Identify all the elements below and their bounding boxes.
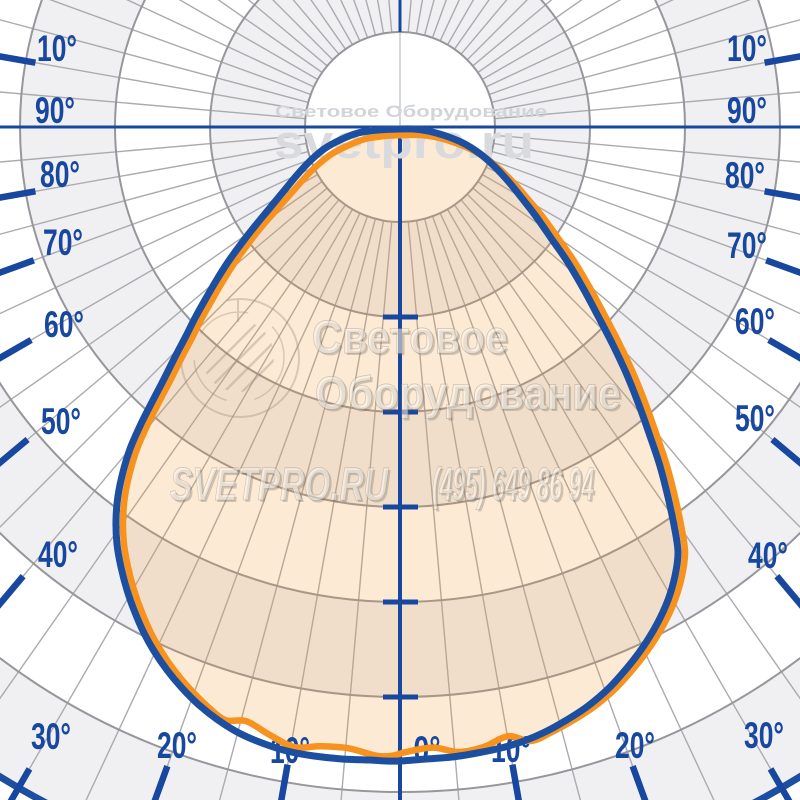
ray-gridline bbox=[154, 216, 369, 800]
angle-edge-tick bbox=[0, 337, 33, 362]
logo-inner-ring bbox=[193, 311, 285, 403]
ray-gridline bbox=[0, 204, 347, 700]
ray-gridline bbox=[0, 187, 328, 464]
ray-gridline bbox=[489, 0, 751, 96]
ray-gridline bbox=[423, 218, 582, 800]
angle-label: 60° bbox=[735, 301, 775, 342]
angle-edge-tick bbox=[765, 257, 800, 277]
ray-gridline bbox=[485, 166, 800, 315]
angle-label: 20° bbox=[157, 725, 197, 766]
angle-label: 90° bbox=[727, 90, 767, 131]
watermark-bottom-site: SVETPRO.RU bbox=[170, 458, 389, 510]
ray-gridline bbox=[494, 134, 800, 163]
ray-gridline bbox=[489, 158, 800, 274]
watermark-phone-shadow: (495) 649 86 94 bbox=[434, 460, 596, 512]
angle-label: 20° bbox=[615, 725, 655, 766]
watermark-big-line2-shadow: Оборудование bbox=[317, 369, 623, 421]
watermark-top-text: Световое Оборудование bbox=[275, 102, 547, 121]
angle-edge-tick bbox=[763, 188, 800, 201]
angle-label: 80° bbox=[40, 154, 80, 195]
angle-edge-tick bbox=[278, 763, 291, 800]
angle-edge-tick bbox=[509, 763, 522, 800]
ray-gridline bbox=[0, 173, 319, 359]
ray-gridline bbox=[485, 0, 675, 88]
ray-gridline bbox=[453, 204, 800, 700]
ray-gridline bbox=[493, 55, 800, 112]
ray-gridline bbox=[439, 212, 715, 800]
ray-gridline bbox=[0, 55, 307, 112]
angle-label: 40° bbox=[38, 534, 78, 575]
angle-edge-tick bbox=[151, 765, 171, 800]
ray-gridline bbox=[407, 221, 460, 800]
vertical-axis-and-dashes bbox=[383, 127, 418, 800]
ray-gridline bbox=[0, 150, 309, 235]
ray-gridline bbox=[125, 0, 315, 88]
intensity-curves bbox=[112, 125, 689, 765]
angle-edge-tick bbox=[0, 437, 30, 467]
orange-intensity-curve bbox=[119, 131, 689, 760]
angle-label: 10° bbox=[727, 28, 767, 69]
angle-edge-tick bbox=[767, 337, 800, 362]
ray-gridline bbox=[0, 19, 309, 104]
ray-gridline bbox=[494, 91, 800, 120]
ray-gridline bbox=[0, 193, 334, 528]
ray-gridline bbox=[0, 158, 311, 274]
angle-label: 50° bbox=[41, 401, 81, 442]
ray-gridline bbox=[10, 208, 354, 800]
ray-gridline bbox=[0, 134, 306, 163]
ray-gridline bbox=[0, 180, 323, 408]
ray-gridline bbox=[0, 166, 315, 315]
angle-label: 60° bbox=[44, 304, 84, 345]
angle-label: 70° bbox=[43, 222, 83, 263]
angle-edge-tick bbox=[7, 767, 33, 800]
watermark-bottom-site-shadow: SVETPRO.RU bbox=[172, 460, 391, 512]
ray-gridline bbox=[340, 221, 393, 800]
ray-gridline bbox=[460, 199, 800, 605]
ray-gridline bbox=[491, 150, 800, 235]
watermark-phone: (495) 649 86 94 bbox=[432, 458, 594, 510]
angle-label: 50° bbox=[735, 398, 775, 439]
ray-gridline bbox=[0, 142, 307, 199]
angle-edge-tick bbox=[770, 437, 800, 467]
edge-ticks bbox=[0, 53, 800, 800]
ray-gridline bbox=[49, 0, 311, 96]
angle-edge-tick bbox=[0, 53, 37, 66]
ray-gridline bbox=[493, 142, 800, 199]
angle-edge-tick bbox=[629, 765, 649, 800]
ray-gridline bbox=[446, 208, 790, 800]
watermark-big-line1-shadow: Световое bbox=[314, 313, 510, 365]
ray-gridline bbox=[472, 187, 800, 464]
blue-intensity-curve bbox=[112, 125, 682, 765]
ray-gridline bbox=[0, 199, 340, 605]
angle-label: 90° bbox=[35, 90, 75, 131]
angle-edge-tick bbox=[774, 574, 800, 609]
angle-label: 30° bbox=[744, 715, 784, 756]
ray-gridline bbox=[466, 193, 800, 528]
watermark-big-line1: Световое bbox=[312, 311, 508, 363]
angle-edge-tick bbox=[0, 257, 35, 277]
angle-label: 80° bbox=[725, 155, 765, 196]
angle-edge-tick bbox=[763, 53, 800, 66]
angle-label: 70° bbox=[727, 225, 767, 266]
angle-edge-tick bbox=[0, 574, 26, 609]
ray-gridline bbox=[85, 212, 361, 800]
angle-label: 10° bbox=[37, 28, 77, 69]
angle-label: 30° bbox=[31, 716, 71, 757]
ray-gridline bbox=[481, 173, 800, 359]
angle-edge-tick bbox=[767, 767, 793, 800]
ray-gridline bbox=[477, 180, 800, 408]
angle-label: 40° bbox=[748, 535, 788, 576]
ray-gridline bbox=[491, 19, 800, 104]
angle-edge-tick bbox=[0, 188, 37, 201]
ray-gridline bbox=[218, 218, 377, 800]
ray-gridline bbox=[431, 216, 646, 800]
ray-gridline bbox=[0, 91, 306, 120]
watermark-big-line2: Оборудование bbox=[315, 367, 621, 419]
